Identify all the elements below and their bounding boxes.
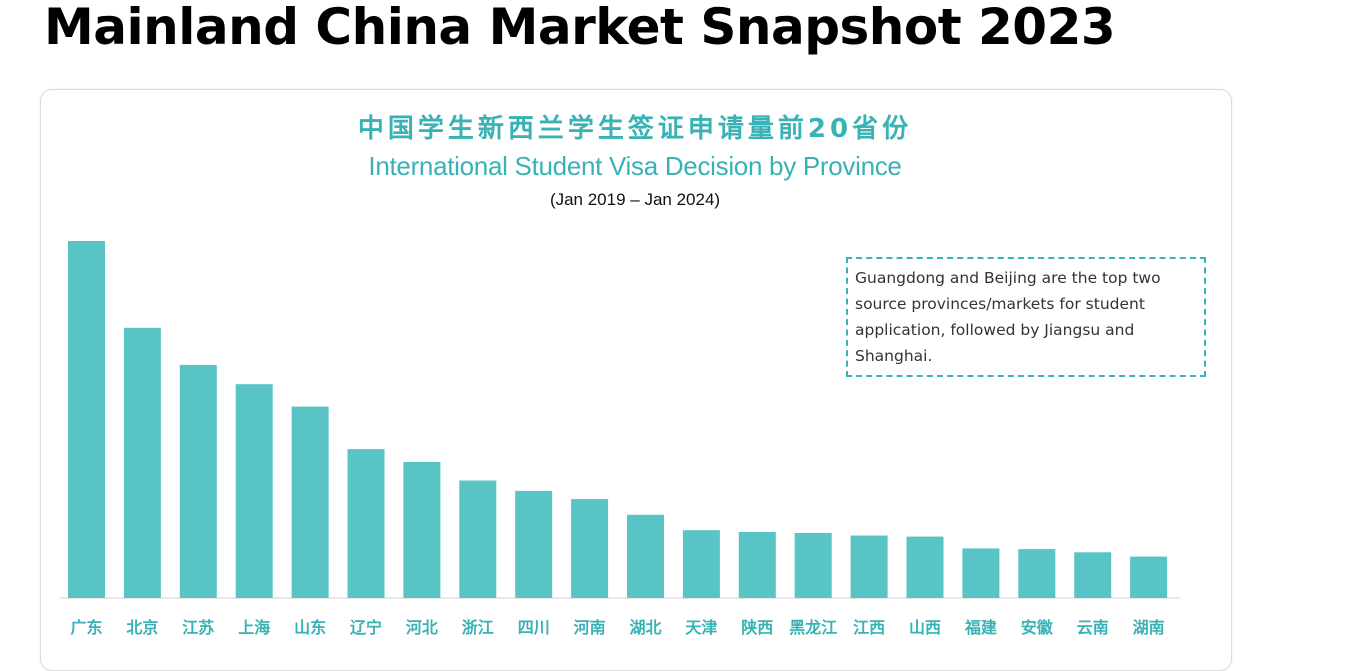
- x-tick-label: 上海: [238, 618, 270, 637]
- x-tick-label: 辽宁: [350, 618, 382, 637]
- bar-9: [571, 499, 609, 598]
- x-tick-label: 河南: [574, 618, 606, 637]
- chart-date-range: (Jan 2019 – Jan 2024): [549, 190, 721, 209]
- x-tick-label: 河北: [406, 618, 438, 637]
- bar-13: [794, 533, 832, 598]
- bar-14: [850, 535, 888, 598]
- bar-16: [962, 548, 1000, 598]
- bar-7: [459, 480, 497, 598]
- bar-15: [906, 536, 944, 598]
- x-tick-label: 江苏: [182, 618, 214, 637]
- bar-0: [68, 241, 105, 598]
- x-tick-label: 山西: [909, 618, 941, 637]
- bar-chart: 广东 北京 江苏 上海 山东 辽宁 河北 浙江 四川 河南 湖北 天津 陕西 黑龙江 江西 山西 福建 安徽 云南 湖…: [60, 241, 1180, 637]
- x-tick-label: 福建: [964, 618, 997, 637]
- x-tick-label: 广东: [70, 618, 102, 637]
- bar-12: [738, 532, 776, 598]
- bar-1: [123, 327, 161, 598]
- x-tick-label: 安徽: [1021, 618, 1054, 637]
- x-tick-label: 四川: [518, 618, 550, 637]
- x-tick-label: 北京: [126, 618, 158, 637]
- x-tick-label: 云南: [1077, 618, 1109, 637]
- bar-6: [403, 462, 441, 598]
- bar-5: [347, 449, 385, 598]
- bar-8: [515, 490, 553, 598]
- x-tick-label: 陕西: [741, 618, 773, 637]
- x-tick-label: 天津: [685, 618, 717, 637]
- bar-10: [627, 514, 664, 598]
- x-tick-label: 黑龙江: [789, 618, 837, 637]
- bar-3: [235, 384, 273, 598]
- bar-2: [179, 364, 217, 598]
- page-title: Mainland China Market Snapshot 2023: [44, 0, 1116, 56]
- bar-18: [1074, 552, 1112, 598]
- bar-4: [291, 406, 329, 598]
- chart-title-chinese: 中国学生新西兰学生签证申请量前20省份: [357, 114, 913, 144]
- x-tick-label: 湖南: [1133, 618, 1165, 637]
- annotation-callout: Guangdong and Beijing are the top two so…: [846, 257, 1206, 377]
- bar-11: [682, 530, 720, 598]
- bar-17: [1018, 549, 1056, 598]
- bar-19: [1130, 556, 1168, 598]
- x-tick-label: 山东: [294, 618, 326, 637]
- x-tick-label: 江西: [853, 618, 885, 637]
- x-tick-label: 湖北: [629, 618, 661, 637]
- x-tick-label: 浙江: [462, 618, 494, 637]
- chart-title-english: International Student Visa Decision by P…: [368, 151, 902, 181]
